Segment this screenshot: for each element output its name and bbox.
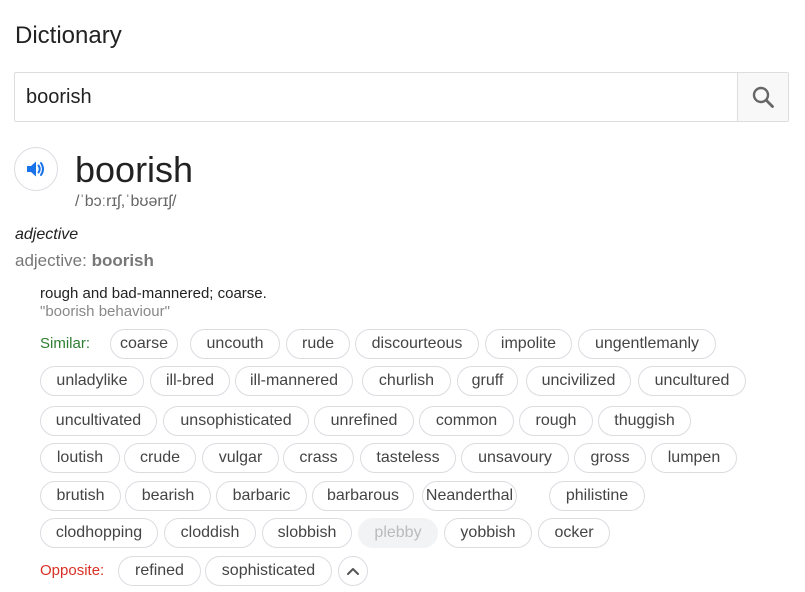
- synonym-chip-uncivilized[interactable]: uncivilized: [526, 366, 631, 396]
- synonym-chip-brutish[interactable]: brutish: [40, 481, 121, 511]
- synonym-chip-ill-mannered[interactable]: ill-mannered: [235, 366, 353, 396]
- similar-label: Similar:: [40, 335, 91, 352]
- synonym-chip-crass[interactable]: crass: [283, 443, 354, 473]
- part-of-speech: adjective: [15, 226, 79, 243]
- synonym-chip-philistine[interactable]: philistine: [549, 481, 645, 511]
- word-form-value: boorish: [91, 251, 154, 270]
- synonym-chip-unladylike[interactable]: unladylike: [40, 366, 144, 396]
- synonym-chip-yobbish[interactable]: yobbish: [444, 518, 532, 548]
- search-button[interactable]: [737, 73, 788, 121]
- synonym-chip-coarse[interactable]: coarse: [110, 329, 178, 359]
- synonym-chip-common[interactable]: common: [419, 406, 514, 436]
- search-icon: [752, 86, 774, 108]
- synonym-chip-vulgar[interactable]: vulgar: [202, 443, 279, 473]
- headword: boorish: [75, 149, 194, 190]
- antonym-chip-sophisticated[interactable]: sophisticated: [205, 556, 332, 586]
- synonym-chip-discourteous[interactable]: discourteous: [355, 329, 479, 359]
- search-input[interactable]: [15, 73, 737, 121]
- synonym-chip-cloddish[interactable]: cloddish: [164, 518, 256, 548]
- synonym-chip-tasteless[interactable]: tasteless: [360, 443, 456, 473]
- synonym-chip-rude[interactable]: rude: [286, 329, 350, 359]
- synonym-chip-neanderthal[interactable]: Neanderthal: [422, 481, 517, 511]
- synonym-chip-slobbish[interactable]: slobbish: [262, 518, 352, 548]
- collapse-button[interactable]: [338, 556, 368, 586]
- word-form-label: adjective:: [15, 251, 87, 270]
- pronunciation-button[interactable]: [14, 147, 58, 191]
- page-title: Dictionary: [15, 22, 122, 49]
- synonym-chip-ill-bred[interactable]: ill-bred: [150, 366, 230, 396]
- example: "boorish behaviour": [40, 303, 170, 320]
- search-box: [14, 72, 789, 122]
- definition: rough and bad-mannered; coarse.: [40, 285, 267, 302]
- word-form: adjective: boorish: [15, 251, 154, 271]
- synonym-chip-gross[interactable]: gross: [574, 443, 646, 473]
- synonym-chip-churlish[interactable]: churlish: [362, 366, 451, 396]
- synonym-chip-plebby: plebby: [358, 518, 438, 548]
- synonym-chip-thuggish[interactable]: thuggish: [598, 406, 691, 436]
- synonym-chip-bearish[interactable]: bearish: [125, 481, 211, 511]
- synonym-chip-crude[interactable]: crude: [124, 443, 196, 473]
- synonym-chip-impolite[interactable]: impolite: [485, 329, 572, 359]
- synonym-chip-barbaric[interactable]: barbaric: [216, 481, 307, 511]
- opposite-label: Opposite:: [40, 562, 105, 579]
- synonym-chip-ocker[interactable]: ocker: [538, 518, 610, 548]
- synonym-chip-uncultured[interactable]: uncultured: [638, 366, 746, 396]
- synonym-chip-clodhopping[interactable]: clodhopping: [40, 518, 158, 548]
- antonym-chip-refined[interactable]: refined: [118, 556, 201, 586]
- synonym-chip-unsavoury[interactable]: unsavoury: [461, 443, 569, 473]
- synonym-chip-barbarous[interactable]: barbarous: [312, 481, 414, 511]
- synonym-chip-unsophisticated[interactable]: unsophisticated: [163, 406, 309, 436]
- synonym-chip-gruff[interactable]: gruff: [457, 366, 518, 396]
- chevron-up-icon: [347, 568, 359, 575]
- synonym-chip-uncultivated[interactable]: uncultivated: [40, 406, 157, 436]
- speaker-icon: [27, 161, 44, 177]
- synonym-chip-loutish[interactable]: loutish: [40, 443, 120, 473]
- phonetic: /ˈbɔːrɪʃ,ˈbʊərɪʃ/: [75, 193, 177, 210]
- synonym-chip-uncouth[interactable]: uncouth: [190, 329, 280, 359]
- synonym-chip-unrefined[interactable]: unrefined: [314, 406, 414, 436]
- synonym-chip-lumpen[interactable]: lumpen: [651, 443, 737, 473]
- synonym-chip-ungentlemanly[interactable]: ungentlemanly: [578, 329, 716, 359]
- synonym-chip-rough[interactable]: rough: [519, 406, 593, 436]
